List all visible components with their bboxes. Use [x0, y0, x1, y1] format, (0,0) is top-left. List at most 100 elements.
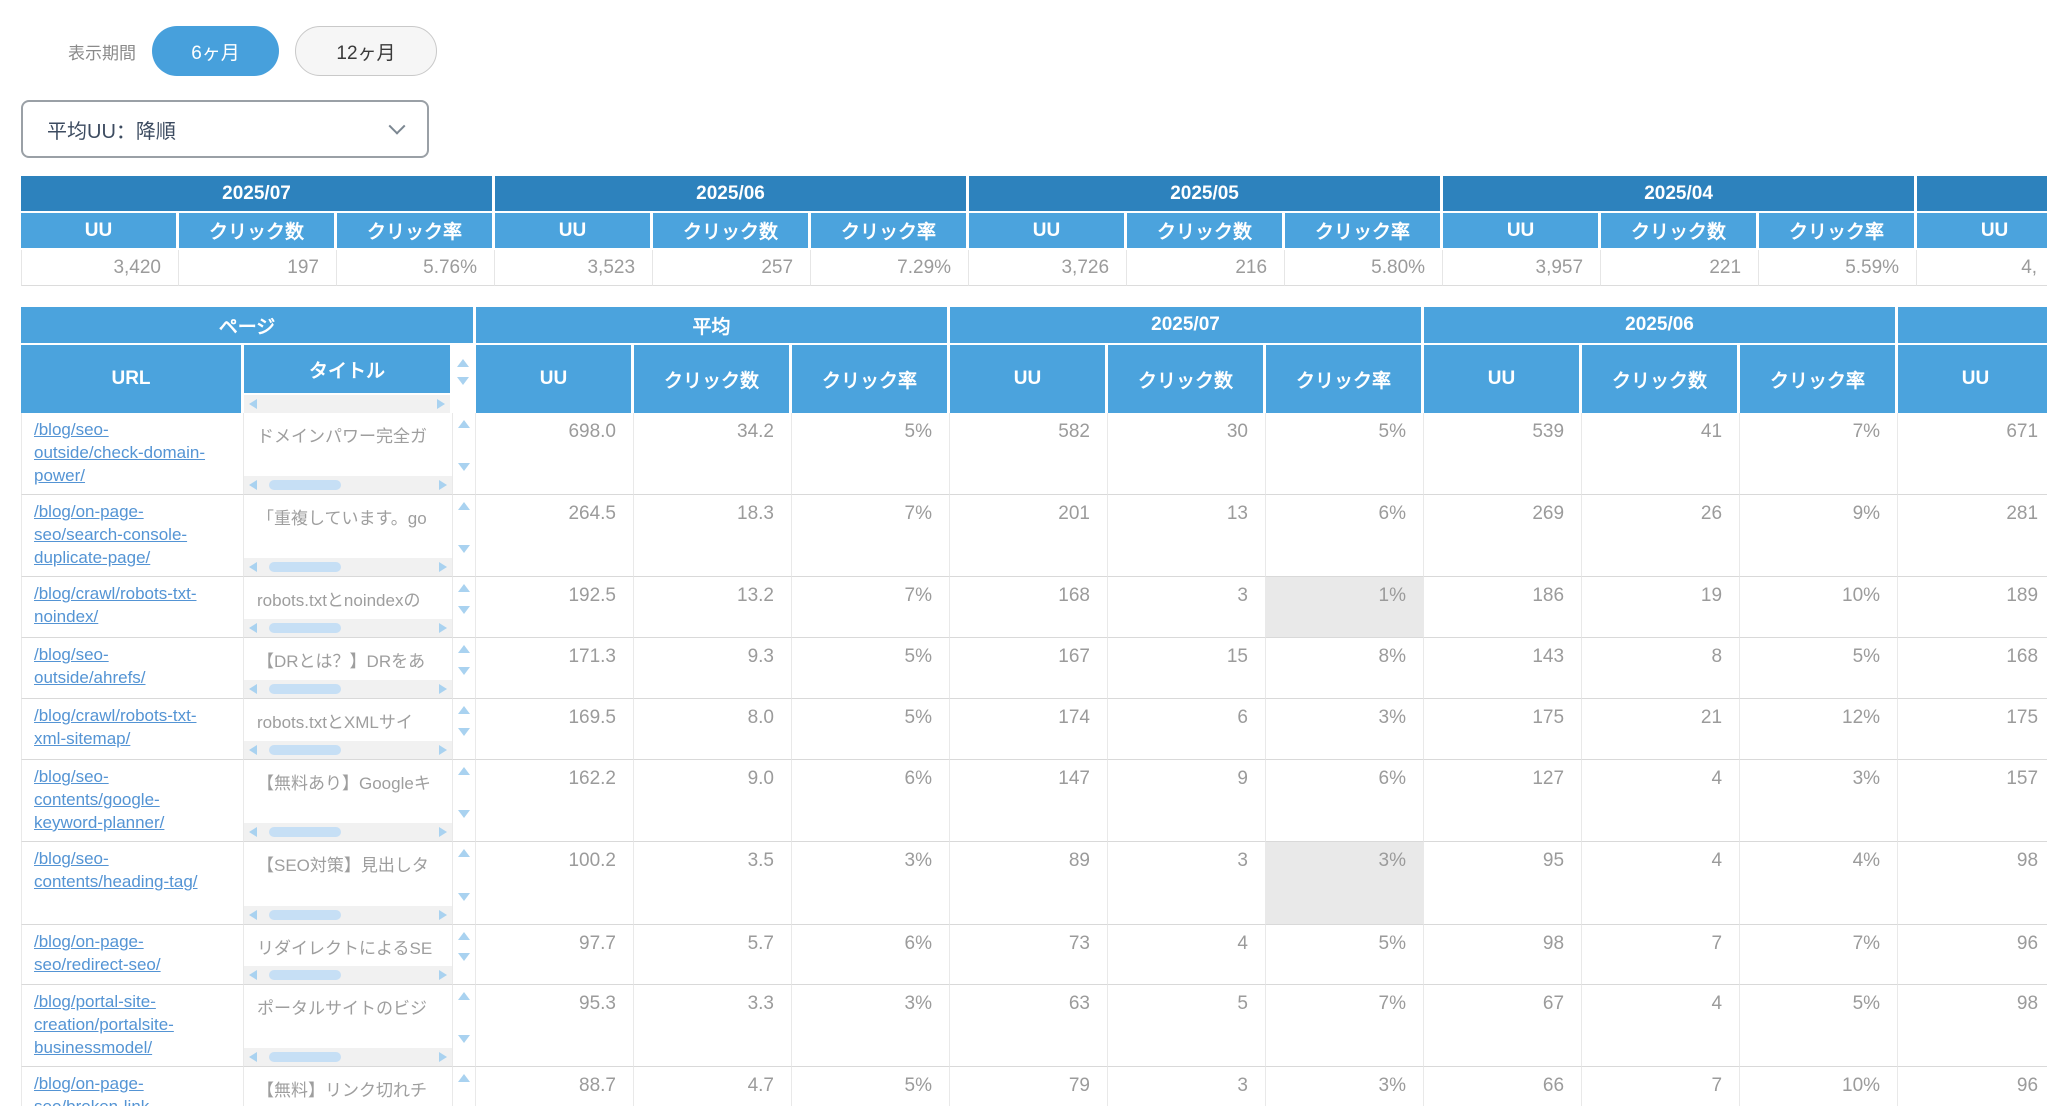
scroll-thumb[interactable] — [269, 562, 341, 572]
scroll-up-icon[interactable] — [458, 706, 470, 714]
scroll-thumb[interactable] — [269, 684, 341, 694]
scroll-down-icon[interactable] — [458, 953, 470, 961]
scroll-up-icon[interactable] — [458, 502, 470, 510]
title-vertical-scrollbar[interactable] — [453, 842, 476, 925]
title-horizontal-scrollbar[interactable] — [244, 741, 452, 759]
page-url-link[interactable]: /blog/seo-outside/ahrefs/ — [34, 645, 146, 687]
scroll-down-icon[interactable] — [458, 893, 470, 901]
title-vertical-scrollbar[interactable] — [453, 495, 476, 577]
scroll-up-icon[interactable] — [458, 645, 470, 653]
scroll-thumb[interactable] — [269, 623, 341, 633]
page-url-link[interactable]: /blog/seo-outside/check-domain-power/ — [34, 420, 206, 485]
page-url-link[interactable]: /blog/crawl/robots-txt-xml-sitemap/ — [34, 706, 197, 748]
scroll-left-icon[interactable] — [249, 399, 257, 409]
avg-ctr-value: 7% — [792, 495, 950, 577]
scroll-right-icon[interactable] — [439, 970, 447, 980]
scroll-down-icon[interactable] — [458, 606, 470, 614]
page-title-text: ポータルサイトのビジ — [257, 999, 427, 1018]
period-6month-button[interactable]: 6ヶ月 — [152, 26, 279, 76]
scroll-up-icon[interactable] — [458, 1074, 470, 1082]
title-vertical-scrollbar[interactable] — [453, 638, 476, 699]
page-url-link[interactable]: /blog/on-page-seo/broken-link- — [34, 1074, 155, 1106]
avg-ctr-value: 5% — [792, 699, 950, 760]
scroll-left-icon[interactable] — [249, 684, 257, 694]
scroll-thumb[interactable] — [269, 745, 341, 755]
page-url-link[interactable]: /blog/seo-contents/heading-tag/ — [34, 849, 198, 891]
scroll-down-icon[interactable] — [457, 377, 469, 385]
scroll-right-icon[interactable] — [439, 910, 447, 920]
scroll-left-icon[interactable] — [249, 480, 257, 490]
scroll-down-icon[interactable] — [458, 667, 470, 675]
m2-clicks-value: 4 — [1582, 842, 1741, 925]
scroll-down-icon[interactable] — [458, 728, 470, 736]
title-horizontal-scrollbar[interactable] — [244, 906, 452, 924]
scroll-down-icon[interactable] — [458, 810, 470, 818]
title-header-vertical-scrollbar[interactable] — [453, 345, 476, 413]
scroll-thumb[interactable] — [269, 827, 341, 837]
m2-uu-value: 539 — [1424, 413, 1583, 495]
page-url-link[interactable]: /blog/seo-contents/google-keyword-planne… — [34, 767, 165, 832]
title-horizontal-scrollbar[interactable] — [244, 558, 452, 576]
scroll-down-icon[interactable] — [458, 1035, 470, 1043]
sort-select[interactable]: 平均UU：降順 — [21, 100, 429, 158]
page-url-link[interactable]: /blog/on-page-seo/search-console-duplica… — [34, 502, 188, 567]
scroll-up-icon[interactable] — [458, 932, 470, 940]
scroll-up-icon[interactable] — [458, 584, 470, 592]
title-vertical-scrollbar[interactable] — [453, 760, 476, 842]
scroll-thumb[interactable] — [269, 970, 341, 980]
title-horizontal-scrollbar[interactable] — [244, 680, 452, 698]
scroll-up-icon[interactable] — [458, 767, 470, 775]
scroll-right-icon[interactable] — [439, 827, 447, 837]
m3-uu-value-partial: 281 — [1898, 495, 2047, 577]
period-12month-button[interactable]: 12ヶ月 — [295, 26, 437, 76]
scroll-up-icon[interactable] — [458, 420, 470, 428]
scroll-down-icon[interactable] — [458, 545, 470, 553]
scroll-up-icon[interactable] — [457, 359, 469, 367]
page-url-link[interactable]: /blog/crawl/robots-txt-noindex/ — [34, 584, 197, 626]
m2-uu-value: 175 — [1424, 699, 1583, 760]
avg-ctr-value: 5% — [792, 413, 950, 495]
scroll-left-icon[interactable] — [249, 562, 257, 572]
title-horizontal-scrollbar[interactable] — [244, 966, 452, 984]
scroll-down-icon[interactable] — [458, 463, 470, 471]
title-vertical-scrollbar[interactable] — [453, 1067, 476, 1106]
scroll-right-icon[interactable] — [439, 745, 447, 755]
scroll-up-icon[interactable] — [458, 849, 470, 857]
scroll-thumb[interactable] — [269, 1052, 341, 1062]
title-horizontal-scrollbar[interactable] — [244, 1048, 452, 1066]
scroll-right-icon[interactable] — [439, 1052, 447, 1062]
scroll-right-icon[interactable] — [439, 562, 447, 572]
scroll-thumb[interactable] — [269, 910, 341, 920]
title-vertical-scrollbar[interactable] — [453, 577, 476, 638]
title-vertical-scrollbar[interactable] — [453, 699, 476, 760]
scroll-left-icon[interactable] — [249, 827, 257, 837]
avg-clicks-value: 18.3 — [634, 495, 792, 577]
title-horizontal-scrollbar[interactable] — [244, 476, 452, 494]
scroll-right-icon[interactable] — [439, 480, 447, 490]
table-row: /blog/portal-site-creation/portalsite-bu… — [21, 985, 2047, 1067]
scroll-left-icon[interactable] — [249, 970, 257, 980]
m1-uu-value: 63 — [950, 985, 1108, 1067]
title-horizontal-scrollbar[interactable] — [244, 619, 452, 637]
avg-ctr-value: 3% — [792, 985, 950, 1067]
title-vertical-scrollbar[interactable] — [453, 925, 476, 985]
scroll-up-icon[interactable] — [458, 992, 470, 1000]
page-url-link[interactable]: /blog/on-page-seo/redirect-seo/ — [34, 932, 161, 974]
title-vertical-scrollbar[interactable] — [453, 413, 476, 495]
scroll-left-icon[interactable] — [249, 745, 257, 755]
scroll-right-icon[interactable] — [437, 399, 445, 409]
month-header: 2025/07 — [21, 176, 496, 213]
title-header-horizontal-scrollbar[interactable] — [244, 395, 450, 413]
scroll-thumb[interactable] — [269, 480, 341, 490]
title-horizontal-scrollbar[interactable] — [244, 823, 452, 841]
scroll-left-icon[interactable] — [249, 1052, 257, 1062]
scroll-left-icon[interactable] — [249, 910, 257, 920]
title-vertical-scrollbar[interactable] — [453, 985, 476, 1067]
scroll-right-icon[interactable] — [439, 623, 447, 633]
avg-uu-value: 192.5 — [476, 577, 634, 638]
scroll-left-icon[interactable] — [249, 623, 257, 633]
m3-uu-value-partial: 168 — [1898, 638, 2047, 699]
scroll-right-icon[interactable] — [439, 684, 447, 694]
avg-ctr-value: 6% — [792, 760, 950, 842]
page-url-link[interactable]: /blog/portal-site-creation/portalsite-bu… — [34, 992, 174, 1057]
